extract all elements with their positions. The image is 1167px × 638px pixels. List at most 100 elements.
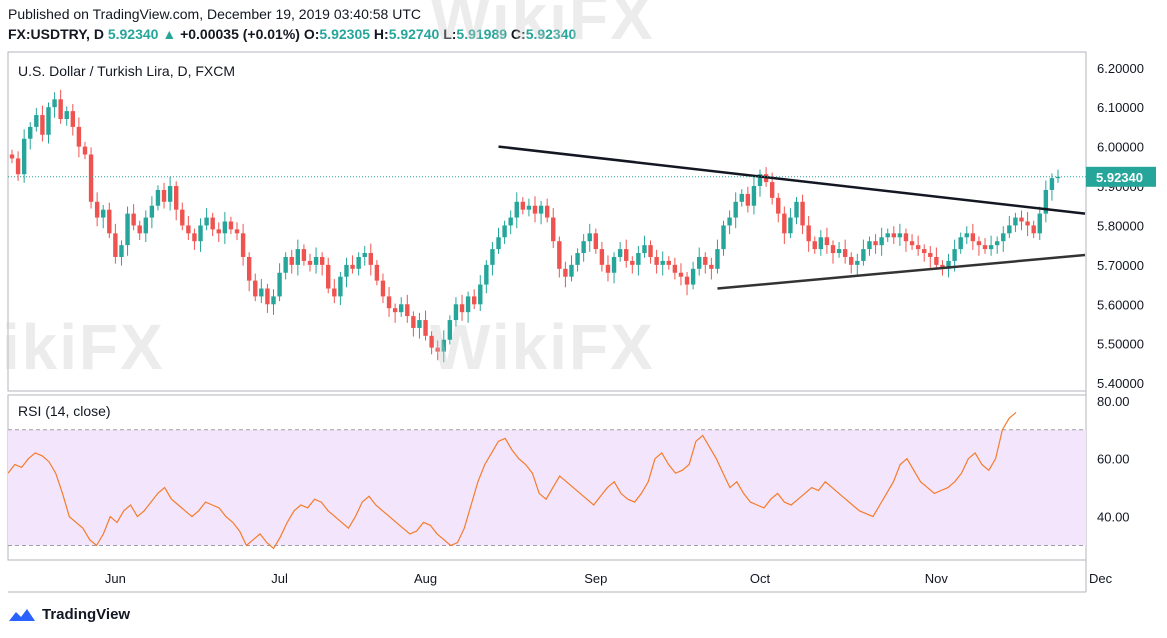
candle-body bbox=[879, 237, 884, 246]
time-tick-label: Sep bbox=[584, 571, 607, 586]
candle-body bbox=[9, 154, 15, 159]
candle-body bbox=[34, 115, 39, 127]
candle-body bbox=[532, 205, 538, 214]
candle-body bbox=[909, 241, 915, 246]
last-price-label: 5.92340 bbox=[1096, 170, 1143, 185]
candle-body bbox=[173, 186, 179, 210]
candle-body bbox=[496, 237, 501, 250]
rsi-tick-label: 60.00 bbox=[1097, 452, 1130, 467]
rsi-tick-label: 40.00 bbox=[1097, 510, 1130, 525]
candle-body bbox=[478, 284, 483, 305]
candle-body bbox=[283, 256, 288, 273]
candle-body bbox=[751, 186, 757, 206]
candle-body bbox=[842, 249, 848, 257]
candle-body bbox=[192, 233, 197, 242]
candle-body bbox=[934, 256, 939, 265]
candle-body bbox=[873, 241, 878, 246]
candle-body bbox=[143, 217, 148, 234]
candle-body bbox=[1019, 217, 1024, 222]
rsi-title: RSI (14, close) bbox=[18, 403, 111, 419]
candle-body bbox=[739, 193, 744, 202]
candle-body bbox=[776, 197, 781, 214]
candle-body bbox=[994, 241, 1000, 246]
price-tick-label: 5.50000 bbox=[1097, 337, 1144, 352]
candle-body bbox=[1007, 225, 1012, 234]
candle-body bbox=[1025, 221, 1030, 226]
candle-body bbox=[788, 217, 793, 234]
candle-body bbox=[70, 111, 76, 127]
candle-body bbox=[423, 320, 428, 336]
candle-body bbox=[277, 272, 282, 297]
candle-body bbox=[678, 272, 684, 277]
high-value: 5.92740 bbox=[388, 26, 440, 42]
candle-body bbox=[28, 126, 33, 139]
candle-body bbox=[855, 260, 860, 265]
candle-body bbox=[228, 221, 234, 230]
candle-body bbox=[101, 209, 106, 218]
candle-body bbox=[569, 264, 574, 277]
candle-body bbox=[952, 249, 957, 261]
candle-body bbox=[630, 260, 635, 265]
candle-body bbox=[982, 245, 988, 250]
candle-body bbox=[988, 245, 994, 250]
candle-body bbox=[52, 99, 57, 108]
candle-body bbox=[922, 249, 927, 254]
close-label: C: bbox=[510, 26, 526, 42]
candle-body bbox=[386, 296, 392, 309]
candle-body bbox=[125, 213, 130, 246]
descending-trendline bbox=[498, 145, 1086, 215]
candle-body bbox=[666, 260, 671, 265]
candle-body bbox=[253, 280, 258, 297]
candle-body bbox=[88, 154, 94, 202]
candle-body bbox=[1037, 213, 1042, 234]
candle-body bbox=[210, 217, 215, 230]
candle-body bbox=[471, 296, 477, 305]
candle-body bbox=[64, 111, 69, 120]
ascending-trendline bbox=[717, 253, 1086, 290]
candle-body bbox=[149, 205, 155, 218]
candle-body bbox=[654, 256, 659, 265]
candle-body bbox=[502, 225, 507, 238]
candle-body bbox=[441, 339, 446, 352]
tradingview-logo[interactable]: TradingView bbox=[8, 606, 130, 623]
rsi-tick-label: 80.00 bbox=[1097, 394, 1130, 409]
candle-body bbox=[721, 225, 726, 250]
candle-body bbox=[757, 174, 763, 187]
open-value: 5.92305 bbox=[319, 26, 371, 42]
brand-name: TradingView bbox=[42, 606, 131, 623]
candle-body bbox=[690, 268, 696, 285]
candle-body bbox=[508, 217, 513, 226]
candle-body bbox=[167, 186, 173, 202]
time-tick-label: Jun bbox=[105, 571, 126, 586]
candle-body bbox=[769, 182, 775, 198]
candle-body bbox=[1031, 225, 1036, 234]
candle-body bbox=[733, 201, 738, 218]
candle-body bbox=[696, 256, 702, 269]
candle-body bbox=[605, 264, 611, 273]
candle-body bbox=[295, 249, 301, 265]
candle-body bbox=[830, 245, 836, 254]
candle-body bbox=[794, 201, 799, 218]
candle-body bbox=[806, 225, 811, 242]
candle-body bbox=[204, 217, 209, 226]
price-tick-label: 6.10000 bbox=[1097, 100, 1144, 115]
candle-body bbox=[332, 288, 337, 297]
candle-body bbox=[119, 245, 124, 257]
candle-body bbox=[362, 253, 367, 257]
candle-body bbox=[642, 245, 647, 254]
candle-body bbox=[161, 189, 167, 202]
candle-body bbox=[40, 115, 45, 135]
candle-body bbox=[1055, 176, 1061, 179]
candle-body bbox=[946, 260, 951, 269]
candle-body bbox=[307, 260, 313, 265]
candle-body bbox=[216, 229, 221, 234]
candle-body bbox=[319, 256, 325, 265]
chart-title: U.S. Dollar / Turkish Lira, D, FXCM bbox=[18, 63, 235, 79]
candle-body bbox=[313, 256, 319, 265]
candle-body bbox=[891, 233, 897, 238]
candle-body bbox=[271, 296, 276, 305]
candle-body bbox=[350, 264, 355, 269]
candle-body bbox=[915, 245, 921, 250]
candle-body bbox=[514, 201, 519, 218]
